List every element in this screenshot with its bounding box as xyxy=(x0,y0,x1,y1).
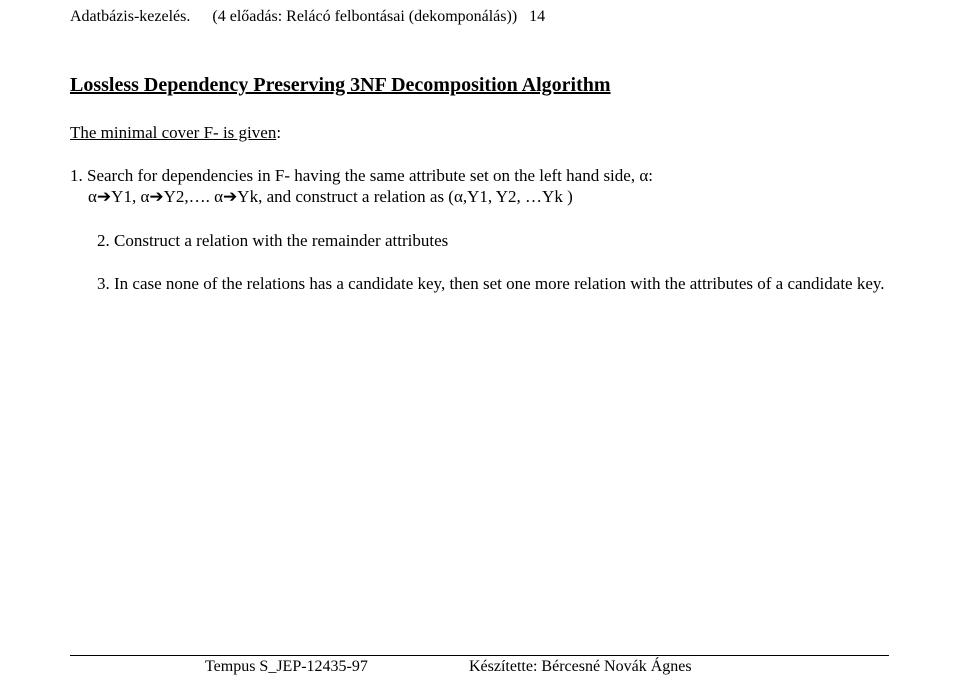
list-item-1: 1. Search for dependencies in F- having … xyxy=(70,165,889,208)
arrow-icon: ➔ xyxy=(97,187,111,206)
page-header: Adatbázis-kezelés. (4 előadás: Relácó fe… xyxy=(70,8,889,26)
arrow-icon: ➔ xyxy=(223,187,237,206)
header-title: Adatbázis-kezelés. xyxy=(70,8,190,25)
subsection-line: The minimal cover F- is given: xyxy=(70,123,889,143)
header-subtitle-text: (4 előadás: Relácó felbontásai (dekompon… xyxy=(212,8,517,25)
page-footer: Tempus S_JEP-12435-97 Készítette: Bérces… xyxy=(70,655,889,676)
footer-text: Tempus S_JEP-12435-97 Készítette: Bérces… xyxy=(70,658,889,676)
subsection-prefix: The minimal cover F- is given xyxy=(70,123,276,142)
item2-text: Construct a relation with the remainder … xyxy=(114,231,448,250)
footer-divider xyxy=(70,655,889,656)
item1-alpha-a: α xyxy=(88,187,97,206)
item1-text-c: Y2,…. α xyxy=(164,187,223,206)
page-container: Adatbázis-kezelés. (4 előadás: Relácó fe… xyxy=(0,0,959,700)
footer-left: Tempus S_JEP-12435-97 xyxy=(205,658,465,676)
list-item-2: 2. Construct a relation with the remaind… xyxy=(70,230,889,251)
page-number: 14 xyxy=(529,8,545,25)
footer-right: Készítette: Bércesné Novák Ágnes xyxy=(469,658,692,676)
item1-text-b: Y1, α xyxy=(111,187,149,206)
item2-number: 2. xyxy=(97,231,114,250)
subsection-colon: : xyxy=(276,123,281,142)
list-item-3: 3. In case none of the relations has a c… xyxy=(70,273,889,294)
item3-number: 3. xyxy=(97,274,114,293)
arrow-icon: ➔ xyxy=(149,187,163,206)
item1-text-d: Yk, and construct a relation as (α,Y1, Y… xyxy=(237,187,572,206)
section-title: Lossless Dependency Preserving 3NF Decom… xyxy=(70,74,889,97)
item1-line1: Search for dependencies in F- having the… xyxy=(87,166,653,185)
header-subtitle: (4 előadás: Relácó felbontásai (dekompon… xyxy=(212,8,545,25)
item1-number: 1. xyxy=(70,166,87,185)
item3-text: In case none of the relations has a cand… xyxy=(114,274,885,293)
